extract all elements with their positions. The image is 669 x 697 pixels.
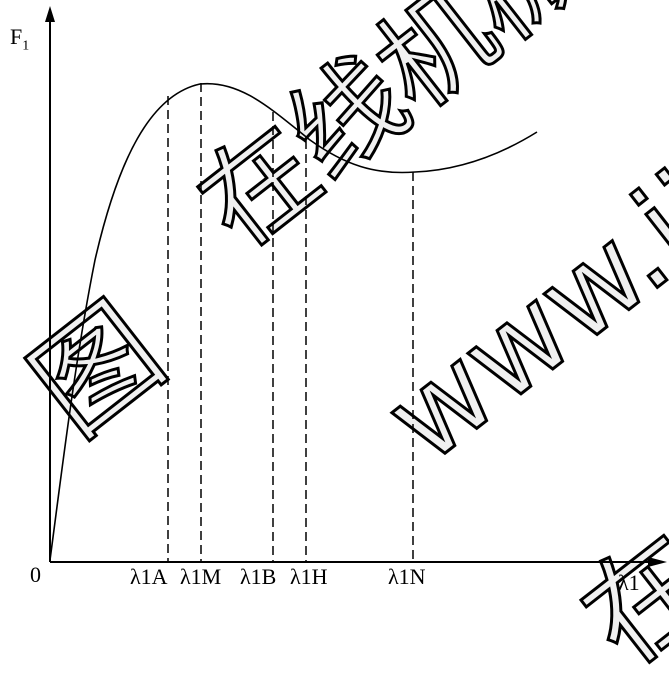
marker-label-n: λ1N [388,564,426,589]
marker-label-m: λ1M [180,564,222,589]
y-axis-arrow [45,6,55,22]
force-curve [49,82,538,561]
x-axis-arrow [648,557,667,567]
x-axis-label: λ1 [618,570,640,595]
marker-label-a: λ1A [130,564,168,589]
marker-label-b: λ1B [240,564,277,589]
diagram-canvas: F1 0 λ1 λ1A λ1M λ1B λ1H λ1N 在线机械设计 www.j… [6,0,669,694]
origin-label: 0 [30,562,41,587]
diagram-svg [45,6,667,567]
marker-label-h: λ1H [290,564,328,589]
y-axis-label: F1 [10,24,30,54]
